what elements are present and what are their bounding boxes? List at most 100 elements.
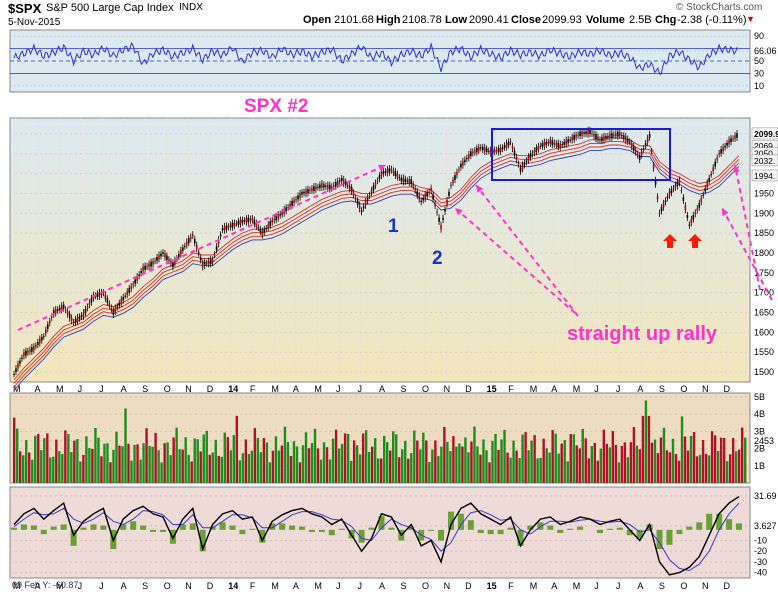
- volume-bar: [710, 431, 714, 483]
- candle-body: [84, 308, 87, 314]
- macd-histogram-bar: [20, 524, 27, 530]
- candle-body: [674, 184, 677, 188]
- candle-body: [271, 219, 274, 223]
- macd-x-tick-label: J: [357, 581, 362, 591]
- candle-body: [609, 133, 611, 139]
- candle-body: [474, 150, 476, 153]
- volume-value: 2.5B: [629, 14, 652, 26]
- candle-body: [412, 184, 415, 187]
- candle-body: [126, 291, 129, 295]
- price-x-tick-label: A: [293, 384, 299, 394]
- volume-bar: [139, 459, 142, 483]
- volume-bar: [668, 452, 672, 483]
- candle-body: [642, 148, 645, 150]
- candle-body: [503, 145, 506, 148]
- candle-body: [622, 135, 625, 139]
- candle-body: [263, 229, 266, 233]
- candle-body: [195, 244, 198, 250]
- volume-bar: [148, 445, 151, 483]
- candle-body: [356, 200, 359, 205]
- candle-body: [148, 263, 150, 267]
- candle-body: [58, 307, 61, 311]
- candle-body: [658, 212, 661, 214]
- candle-body: [68, 313, 71, 319]
- candle-body: [82, 312, 85, 317]
- price-tick-label: 1500: [754, 367, 774, 377]
- macd-histogram-bar: [497, 529, 504, 535]
- volume-bar: [205, 430, 208, 483]
- candle-body: [203, 262, 206, 266]
- macd-histogram-bar: [686, 526, 693, 530]
- candle-body: [269, 221, 272, 226]
- candle-body: [364, 201, 367, 206]
- candle-body: [110, 307, 113, 310]
- volume-bar: [395, 434, 398, 483]
- candle-body: [450, 185, 452, 187]
- candle-body: [589, 129, 591, 134]
- rally-arrow-3-head: [733, 165, 740, 173]
- macd-histogram-bar: [239, 529, 246, 535]
- volume-bar: [217, 455, 220, 483]
- volume-bar: [389, 450, 392, 483]
- candle-body: [289, 203, 291, 207]
- volume-bar: [13, 417, 16, 483]
- candle-body: [696, 208, 699, 211]
- volume-bar: [241, 453, 245, 483]
- candle-body: [118, 302, 121, 306]
- candle-body: [426, 192, 428, 197]
- candle-body: [487, 150, 490, 152]
- candle-body: [275, 215, 277, 221]
- volume-bar: [367, 451, 371, 483]
- candle-body: [132, 284, 134, 286]
- candle-body: [481, 147, 484, 151]
- volume-bar: [461, 446, 464, 483]
- price-x-tick-label: F: [508, 384, 514, 394]
- volume-bar: [130, 460, 133, 483]
- macd-x-tick-label: O: [680, 581, 687, 591]
- candle-body: [311, 188, 313, 191]
- volume-bar: [689, 435, 693, 483]
- candle-body: [223, 226, 226, 231]
- candle-body: [158, 254, 160, 260]
- volume-tick-label: 4B: [754, 409, 765, 419]
- open-value: 2101.68: [334, 14, 374, 26]
- macd-x-tick-label: M: [13, 581, 21, 591]
- red-up-arrow-icon: [688, 234, 702, 248]
- volume-bar: [599, 448, 603, 483]
- rsi-line: [13, 41, 738, 75]
- candle-body: [382, 171, 385, 175]
- volume-bar: [698, 454, 702, 483]
- candle-body: [146, 266, 148, 268]
- price-background: [9, 117, 751, 383]
- macd-x-tick-label: S: [401, 581, 407, 591]
- volume-bar: [172, 437, 175, 483]
- candle-body: [535, 147, 538, 153]
- candle-body: [184, 245, 186, 247]
- volume-bar: [680, 416, 684, 483]
- candle-body: [497, 147, 500, 153]
- candle-body: [595, 134, 597, 140]
- candle-body: [581, 131, 583, 136]
- candle-body: [708, 177, 711, 182]
- candle-body: [456, 171, 458, 176]
- price-x-tick-label: M: [314, 384, 322, 394]
- candle-body: [287, 207, 289, 209]
- candle-body: [152, 261, 154, 265]
- candle-body: [529, 153, 532, 158]
- candle-body: [394, 171, 397, 176]
- volume-bar: [725, 461, 729, 483]
- candle-body: [60, 305, 63, 311]
- volume-bar: [226, 437, 229, 483]
- candle-body: [70, 317, 73, 321]
- volume-bar: [244, 439, 248, 483]
- candle-body: [106, 298, 109, 303]
- candle-body: [624, 136, 627, 142]
- candle-body: [607, 135, 609, 138]
- macd-histogram-bar: [626, 529, 633, 536]
- volume-bar: [383, 435, 386, 483]
- candle-body: [597, 136, 599, 140]
- price-x-tick-label: O: [680, 384, 687, 394]
- candle-body: [390, 168, 393, 171]
- macd-histogram-bar: [676, 529, 683, 535]
- volume-bar: [292, 441, 296, 483]
